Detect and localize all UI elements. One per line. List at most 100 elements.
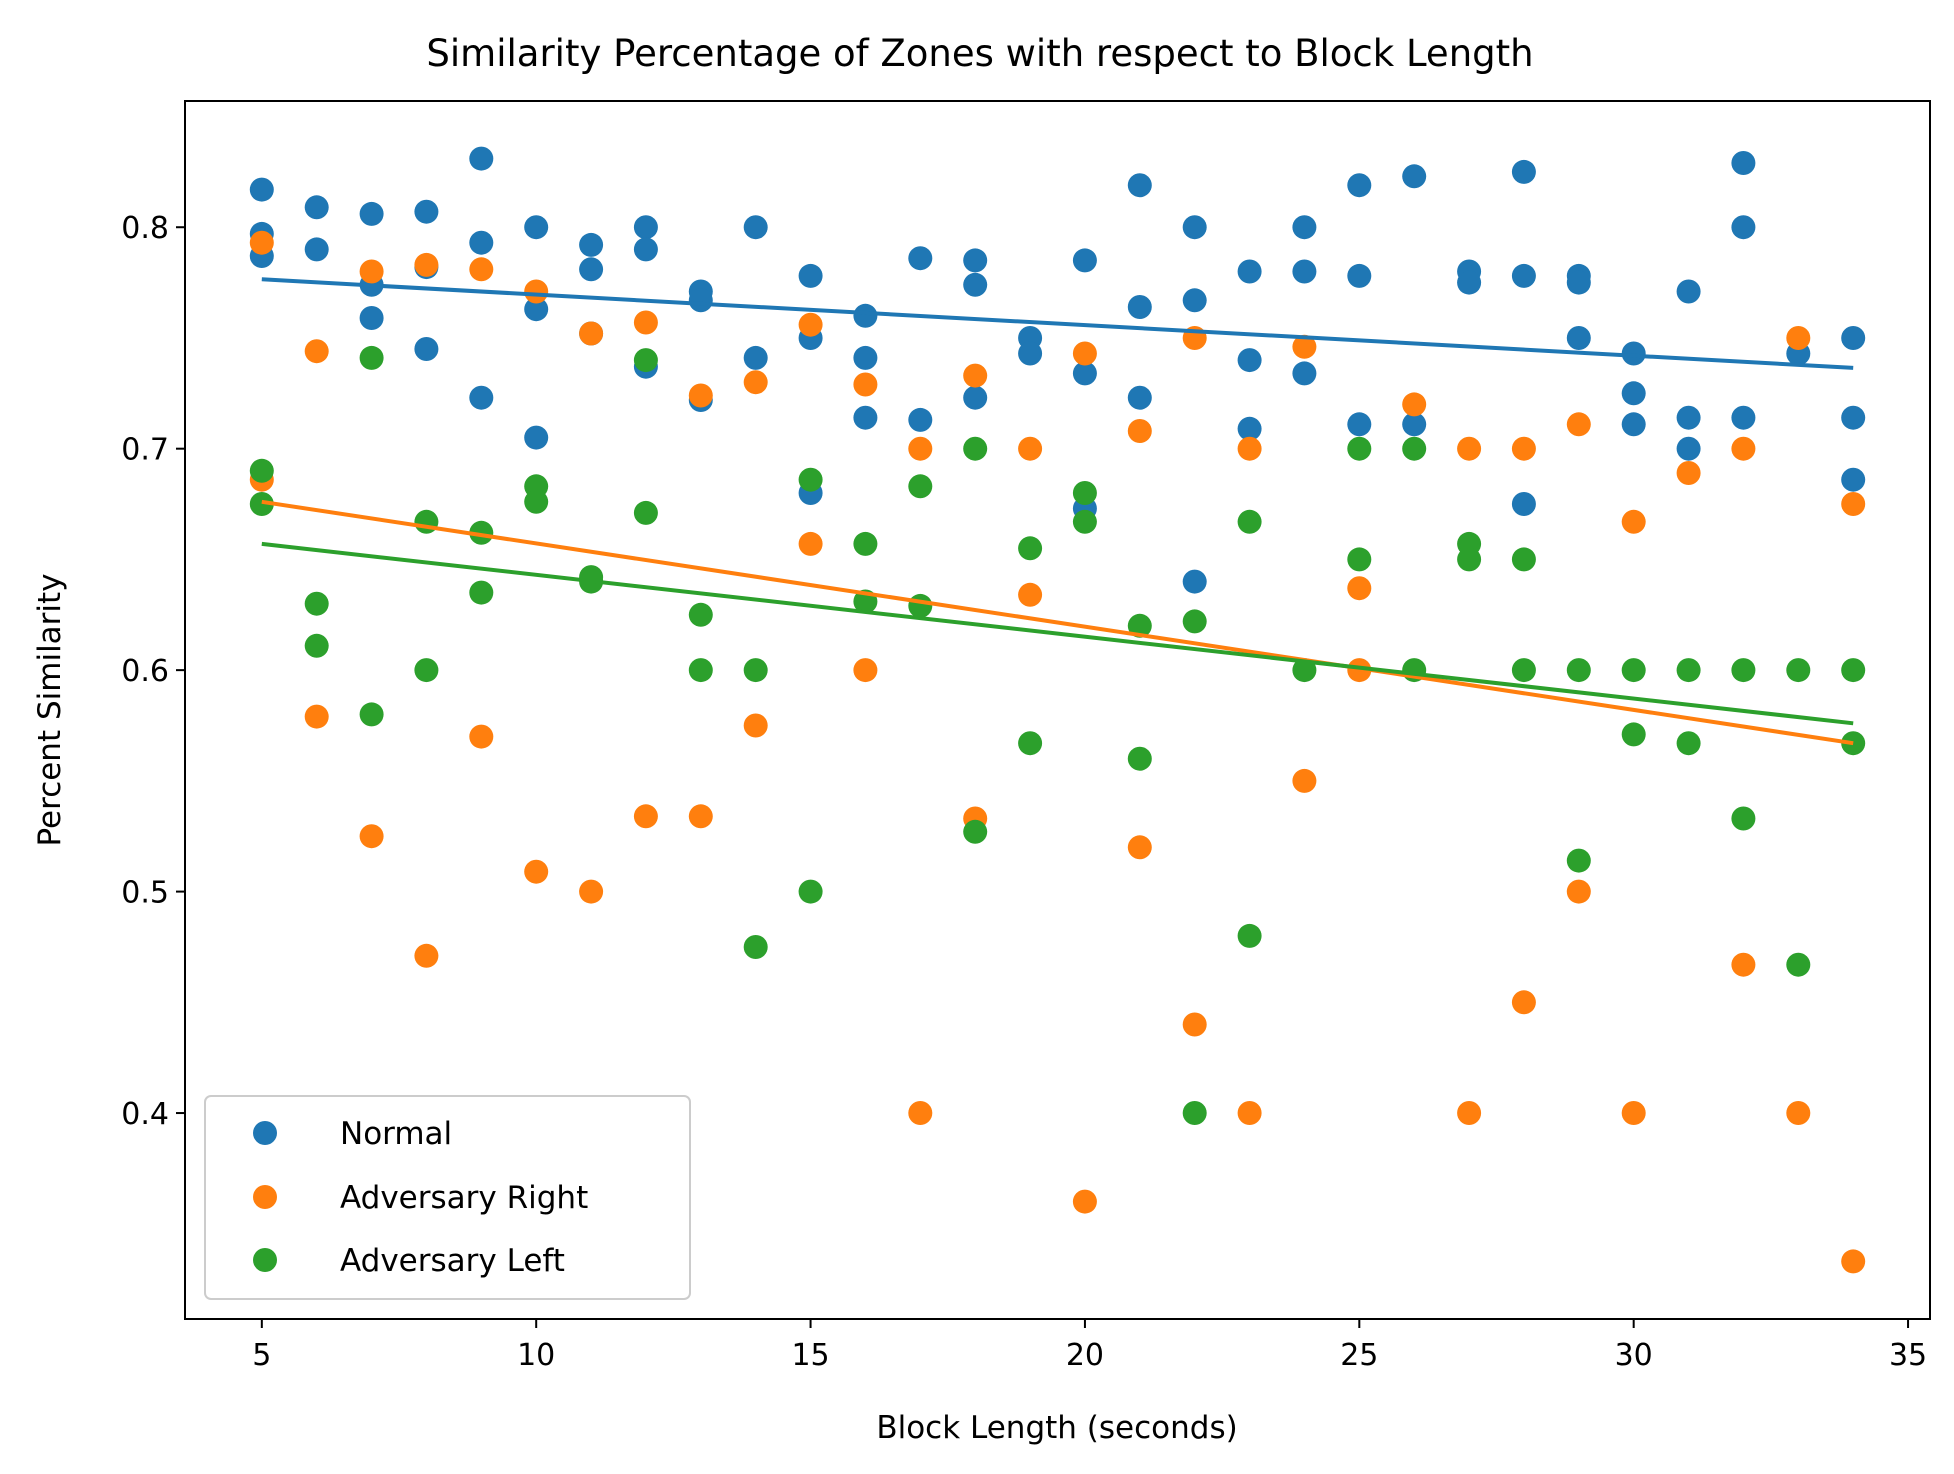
point-adversary-left <box>249 492 274 516</box>
point-adversary-left <box>743 935 768 959</box>
point-normal <box>1511 159 1536 184</box>
point-adversary-right <box>1237 1101 1262 1125</box>
point-normal <box>249 177 274 202</box>
point-adversary-right <box>414 943 439 968</box>
y-tick-label: 0.4 <box>121 1097 169 1132</box>
point-adversary-right <box>1072 341 1097 366</box>
point-adversary-left <box>1786 658 1811 683</box>
point-adversary-right <box>579 879 604 904</box>
point-adversary-left <box>1182 1101 1207 1125</box>
point-adversary-left <box>1511 658 1536 683</box>
point-adversary-left <box>1018 536 1043 561</box>
point-adversary-right <box>359 259 384 284</box>
point-adversary-right <box>688 804 713 829</box>
data-points <box>249 146 1866 1274</box>
point-adversary-right <box>1841 492 1866 516</box>
point-adversary-right <box>688 383 713 408</box>
point-adversary-right <box>304 704 329 729</box>
point-normal <box>524 297 549 322</box>
point-normal <box>1676 436 1701 461</box>
point-adversary-left <box>469 580 494 605</box>
point-adversary-left <box>249 458 274 483</box>
point-adversary-right <box>1018 436 1043 461</box>
point-adversary-left <box>1127 613 1152 638</box>
point-adversary-left <box>798 467 823 492</box>
point-normal <box>1127 385 1152 410</box>
point-adversary-right <box>1457 436 1482 461</box>
point-adversary-left <box>359 702 384 727</box>
point-normal <box>1182 215 1207 240</box>
point-adversary-right <box>1786 1101 1811 1125</box>
point-adversary-right <box>1621 1101 1646 1125</box>
point-adversary-right <box>1127 419 1152 443</box>
point-adversary-left <box>1621 722 1646 747</box>
chart-title: Similarity Percentage of Zones with resp… <box>426 32 1533 75</box>
point-adversary-left <box>1841 658 1866 683</box>
point-adversary-left <box>469 520 494 545</box>
point-adversary-right <box>579 321 604 346</box>
point-normal <box>1731 151 1756 175</box>
point-normal <box>633 237 658 262</box>
point-normal <box>963 272 988 297</box>
legend-box <box>204 1095 691 1300</box>
x-tick-label: 15 <box>791 1338 829 1373</box>
point-normal <box>1292 215 1317 240</box>
trend-line-adversary-left <box>261 541 1854 726</box>
point-adversary-right <box>469 257 494 282</box>
point-normal <box>1841 467 1866 492</box>
x-tick-label: 5 <box>252 1338 271 1373</box>
point-normal <box>1841 405 1866 430</box>
legend-label-normal: Normal <box>340 1116 452 1152</box>
point-adversary-left <box>1457 547 1482 572</box>
point-adversary-left <box>1786 952 1811 977</box>
point-normal <box>1566 326 1591 350</box>
point-adversary-right <box>1841 1249 1866 1274</box>
point-normal <box>963 248 988 273</box>
point-adversary-left <box>1731 658 1756 683</box>
plot-frame <box>184 100 1931 1320</box>
point-adversary-left <box>1347 547 1372 572</box>
point-normal <box>1731 215 1756 240</box>
point-normal <box>1566 270 1591 295</box>
point-adversary-left <box>1566 848 1591 873</box>
y-tick-label: 0.5 <box>121 876 169 911</box>
point-adversary-right <box>1731 436 1756 461</box>
point-adversary-left <box>688 602 713 627</box>
point-adversary-left <box>853 531 878 556</box>
point-normal <box>853 303 878 328</box>
point-adversary-left <box>1566 658 1591 683</box>
point-adversary-left <box>1621 658 1646 683</box>
point-normal <box>853 405 878 430</box>
point-adversary-right <box>1292 334 1317 359</box>
point-normal <box>524 215 549 240</box>
point-adversary-left <box>414 658 439 683</box>
point-normal <box>1018 341 1043 366</box>
point-normal <box>798 263 823 288</box>
point-normal <box>688 288 713 313</box>
point-normal <box>414 337 439 361</box>
point-adversary-right <box>743 713 768 738</box>
point-normal <box>1182 569 1207 594</box>
point-adversary-right <box>908 436 933 461</box>
point-adversary-left <box>1072 509 1097 534</box>
x-tick-label: 10 <box>517 1338 555 1373</box>
x-tick-label: 35 <box>1889 1338 1927 1373</box>
point-adversary-right <box>633 804 658 829</box>
point-adversary-left <box>633 348 658 373</box>
point-normal <box>579 232 604 257</box>
trend-lines <box>261 277 1854 746</box>
point-adversary-right <box>1566 412 1591 437</box>
point-adversary-left <box>304 633 329 658</box>
point-normal <box>1402 164 1427 189</box>
point-adversary-right <box>908 1101 933 1125</box>
point-normal <box>853 345 878 370</box>
point-normal <box>359 306 384 330</box>
point-adversary-left <box>1237 509 1262 534</box>
point-normal <box>1676 405 1701 430</box>
point-adversary-right <box>1621 509 1646 534</box>
point-normal <box>963 385 988 410</box>
point-adversary-left <box>908 474 933 499</box>
point-normal <box>1237 348 1262 373</box>
x-tick-label: 30 <box>1615 1338 1653 1373</box>
trend-line-adversary-right <box>261 499 1854 746</box>
